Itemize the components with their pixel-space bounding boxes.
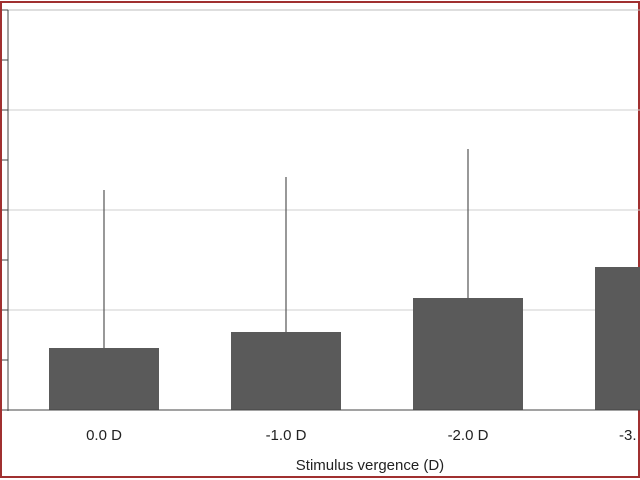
x-tick-label: 0.0 D xyxy=(86,427,122,444)
x-tick-label: -3. xyxy=(619,427,637,444)
bar xyxy=(595,267,640,410)
bar xyxy=(413,298,523,410)
grid xyxy=(8,109,640,311)
bar xyxy=(231,332,341,410)
marks xyxy=(49,149,640,410)
x-axis-title: Stimulus vergence (D) xyxy=(296,457,444,474)
x-tick-label: -1.0 D xyxy=(266,427,307,444)
x-tick-label: -2.0 D xyxy=(448,427,489,444)
bar xyxy=(49,348,159,410)
